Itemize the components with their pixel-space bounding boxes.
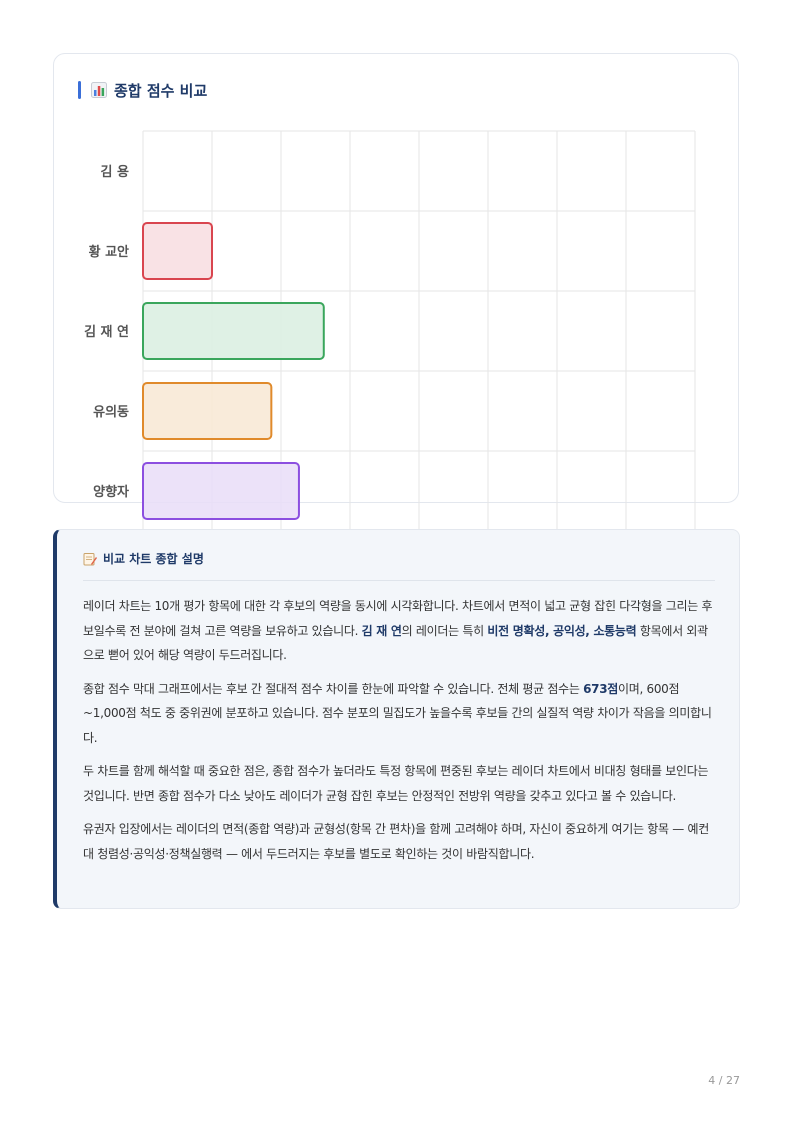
bar-chart-icon <box>91 82 107 98</box>
p1-text-a: 레이더 차트는 10개 평가 항목에 대한 각 후보의 역량을 동시에 시각화합… <box>83 599 713 638</box>
memo-icon <box>83 552 97 566</box>
title-accent-bar <box>78 81 81 99</box>
paragraph-3: 두 차트를 함께 해석할 때 중요한 점은, 종합 점수가 높더라도 특정 항목… <box>83 764 709 803</box>
category-label: 김 용 <box>101 164 129 180</box>
explanation-divider <box>83 580 715 581</box>
bar-3 <box>142 302 325 360</box>
p1-highlight-candidate: 김 재 연 <box>361 623 402 638</box>
chart-section-title: 종합 점수 비교 <box>78 80 207 100</box>
category-label: 유의동 <box>93 404 129 420</box>
page-number: 4 / 27 <box>708 1074 740 1087</box>
bar-5 <box>142 462 300 520</box>
paragraph-1: 레이더 차트는 10개 평가 항목에 대한 각 후보의 역량을 동시에 시각화합… <box>83 594 717 668</box>
bar-4 <box>142 382 273 440</box>
explanation-title: 비교 차트 종합 설명 <box>103 552 204 566</box>
explanation-header: 비교 차트 종합 설명 <box>83 550 204 567</box>
explanation-card: 비교 차트 종합 설명 레이더 차트는 10개 평가 항목에 대한 각 후보의 … <box>53 529 740 909</box>
explanation-body: 레이더 차트는 10개 평가 항목에 대한 각 후보의 역량을 동시에 시각화합… <box>83 594 717 875</box>
p2-text-c: 이며, 600점~1,000점 척도 중 중위권에 분포하고 있습니다. 점수 … <box>83 681 712 745</box>
p1-highlight-items: 비전 명확성, 공익성, 소통능력 <box>487 623 637 638</box>
category-label: 양향자 <box>93 484 129 500</box>
chart-title: 종합 점수 비교 <box>114 81 208 100</box>
p2-highlight-average: 673점 <box>583 681 618 696</box>
p2-text-a: 종합 점수 막대 그래프에서는 후보 간 절대적 점수 차이를 한눈에 파악할 … <box>83 681 584 696</box>
bar-2 <box>142 222 213 280</box>
paragraph-2: 종합 점수 막대 그래프에서는 후보 간 절대적 점수 차이를 한눈에 파악할 … <box>83 677 717 751</box>
category-label: 황 교안 <box>89 244 129 260</box>
p1-text-c: 의 레이더는 특히 <box>401 623 488 638</box>
score-bar-chart: 김 용황 교안김 재 연유의동양향자6006507007508008509009… <box>84 130 712 559</box>
category-label: 김 재 연 <box>84 325 129 340</box>
paragraph-4: 유권자 입장에서는 레이더의 면적(종합 역량)과 균형성(항목 간 편차)을 … <box>83 822 709 861</box>
p1-text-e: 항목에서 외곽으로 뻗어 있어 해당 역량이 두드러집니다. <box>83 623 708 663</box>
